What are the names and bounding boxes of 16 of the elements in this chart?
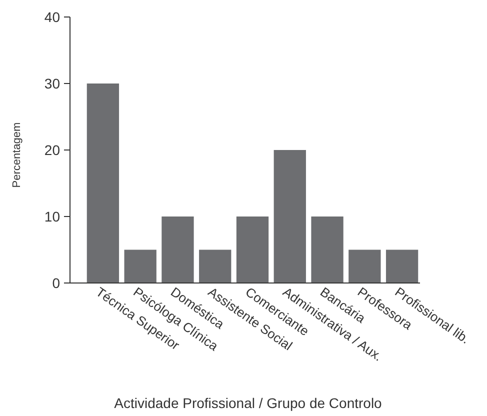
bar (311, 216, 344, 283)
y-tick-label: 30 (44, 75, 60, 92)
bar (274, 150, 306, 283)
bar (162, 216, 194, 283)
bar (348, 250, 381, 283)
x-axis-title: Actividade Profissional / Grupo de Controlo (114, 395, 382, 411)
y-axis-title: Percentagem (11, 122, 23, 188)
y-tick-label: 40 (44, 8, 60, 25)
bar (236, 216, 269, 283)
y-tick-label: 0 (52, 274, 60, 291)
bar (199, 250, 232, 283)
bar (386, 250, 418, 283)
bar (124, 250, 156, 283)
y-tick-label: 20 (44, 142, 60, 158)
bar (86, 84, 120, 283)
y-tick-label: 10 (44, 208, 60, 224)
